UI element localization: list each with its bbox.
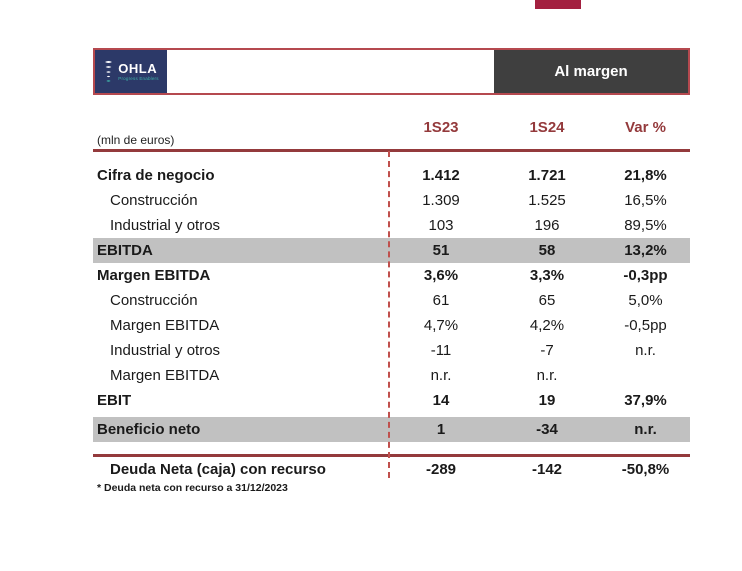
- row-value: 1.721: [528, 167, 566, 184]
- row-value: n.r.: [536, 367, 558, 384]
- row-value: 16,5%: [624, 192, 667, 209]
- row-value: -50,8%: [621, 460, 670, 478]
- table-row: EBITDA 51 58 13,2%: [93, 238, 690, 263]
- row-value: -289: [425, 460, 457, 478]
- row-label: Construcción: [110, 292, 198, 309]
- col-header-1s23: 1S23: [423, 119, 459, 136]
- row-label: Margen EBITDA: [97, 267, 211, 284]
- row-value: 89,5%: [624, 217, 667, 234]
- row-value: 19: [538, 392, 556, 409]
- spiral-icon: [105, 60, 113, 82]
- row-value: 3,3%: [529, 267, 565, 284]
- financial-table: Cifra de negocio 1.412 1.721 21,8% Construcc…: [93, 163, 690, 482]
- logo-wordmark: OHLA: [118, 61, 158, 76]
- row-value: n.r.: [634, 421, 657, 438]
- row-label: EBITDA: [97, 242, 153, 259]
- row-label: EBIT: [97, 392, 132, 409]
- slide-header-bar: OHLA Progress Enablers Al margen: [93, 48, 690, 95]
- row-value: n.r.: [430, 367, 452, 384]
- row-value: -11: [430, 342, 452, 359]
- header-rule: [93, 149, 690, 152]
- row-value: 4,2%: [529, 317, 565, 334]
- row-value: -34: [536, 421, 558, 438]
- row-value: 21,8%: [624, 167, 667, 184]
- row-value: 58: [538, 242, 556, 259]
- table-row: Industrial y otros -11 -7 n.r.: [93, 338, 690, 363]
- row-value: 51: [432, 242, 450, 259]
- row-value: 5,0%: [628, 292, 663, 309]
- col-header-1s24: 1S24: [529, 119, 565, 136]
- table-row: Deuda Neta (caja) con recurso -289 -142 -50…: [93, 457, 690, 482]
- table-column-headers: 1S23 1S24 Var %: [93, 119, 690, 136]
- units-label: (mln de euros): [97, 133, 175, 147]
- row-value: 4,7%: [423, 317, 459, 334]
- row-value: 3,6%: [423, 267, 459, 284]
- table-row: Construcción 1.309 1.525 16,5%: [93, 188, 690, 213]
- top-accent-bar: [535, 0, 581, 9]
- logo-tagline: Progress Enablers: [118, 75, 159, 81]
- ohla-logo: OHLA Progress Enablers: [95, 50, 167, 93]
- section-rule: [93, 454, 690, 457]
- table-row: Construcción 61 65 5,0%: [93, 288, 690, 313]
- col-header-empty: [93, 119, 389, 136]
- row-value: 196: [534, 217, 560, 234]
- row-value: 37,9%: [624, 392, 667, 409]
- row-label: Industrial y otros: [110, 217, 221, 234]
- table-row: Cifra de negocio 1.412 1.721 21,8%: [93, 163, 690, 188]
- table-row: Margen EBITDA 4,7% 4,2% -0,5pp: [93, 313, 690, 338]
- section-title-label: Al margen: [554, 63, 628, 80]
- row-value: 13,2%: [624, 242, 667, 259]
- row-value: 1.309: [422, 192, 460, 209]
- row-value: 1.525: [528, 192, 566, 209]
- row-label: Margen EBITDA: [110, 367, 220, 384]
- row-value: 61: [432, 292, 450, 309]
- table-row: EBIT 14 19 37,9%: [93, 388, 690, 413]
- row-label: Cifra de negocio: [97, 167, 215, 184]
- row-value: n.r.: [635, 342, 656, 359]
- row-value: -142: [531, 460, 563, 478]
- column-separator-dashed-line: [388, 151, 390, 478]
- row-label: Construcción: [110, 192, 198, 209]
- row-value: 65: [538, 292, 556, 309]
- row-value: 103: [428, 217, 454, 234]
- row-label: Margen EBITDA: [110, 317, 220, 334]
- row-value: 1: [436, 421, 446, 438]
- row-value: 14: [432, 392, 450, 409]
- row-label: Industrial y otros: [110, 342, 221, 359]
- table-row: Margen EBITDA n.r. n.r.: [93, 363, 690, 388]
- row-value: -7: [540, 342, 554, 359]
- row-value: -0,3pp: [623, 267, 668, 284]
- section-title-al-margen: Al margen: [494, 50, 688, 93]
- table-row: Industrial y otros 103 196 89,5%: [93, 213, 690, 238]
- row-label: Deuda Neta (caja) con recurso: [110, 460, 326, 478]
- table-row: Beneficio neto 1 -34 n.r.: [93, 417, 690, 442]
- row-label: Beneficio neto: [97, 421, 201, 438]
- row-value: -0,5pp: [624, 317, 667, 334]
- col-header-var: Var %: [625, 119, 666, 136]
- row-value: 1.412: [422, 167, 460, 184]
- table-row: Margen EBITDA 3,6% 3,3% -0,3pp: [93, 263, 690, 288]
- footnote: * Deuda neta con recurso a 31/12/2023: [97, 482, 288, 494]
